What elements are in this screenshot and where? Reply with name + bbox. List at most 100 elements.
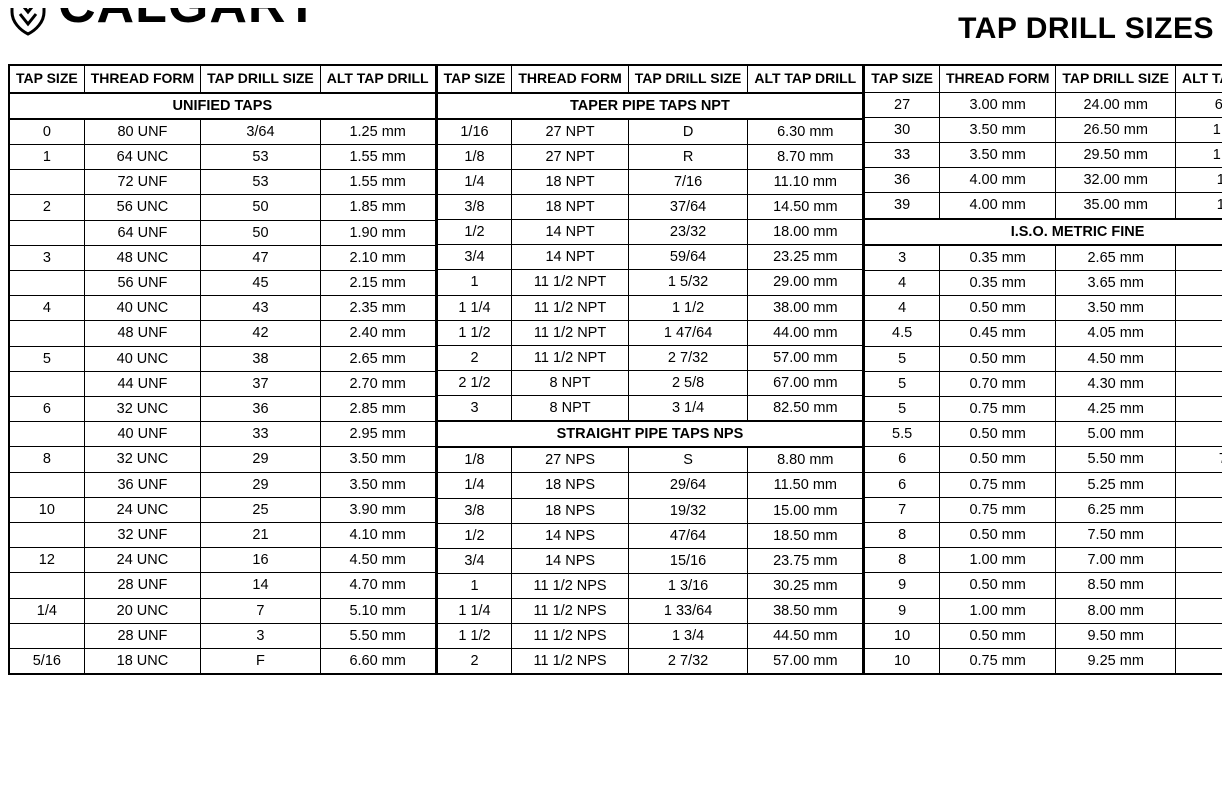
cell-tap: 4.5 [865, 321, 940, 346]
cell-drill: 29 [201, 472, 321, 497]
cell-tap: 1/8 [437, 447, 512, 473]
cell-drill: 1 1/2 [628, 295, 748, 320]
cell-tap [9, 170, 84, 195]
cell-tap: 39 [865, 193, 940, 219]
cell-tap: 2 [437, 345, 512, 370]
cell-drill: 3.50 mm [1056, 296, 1176, 321]
cell-drill: 1 47/64 [628, 320, 748, 345]
table-row: 32 UNF214.10 mm [9, 522, 435, 547]
cell-alt: 16 [1175, 346, 1222, 371]
cell-form: 0.50 mm [939, 422, 1055, 447]
cell-tap: 10 [865, 623, 940, 648]
cell-drill: 1 33/64 [628, 599, 748, 624]
cell-drill: 4.25 mm [1056, 396, 1176, 421]
table-row: 64 UNF501.90 mm [9, 220, 435, 245]
cell-alt: 15.00 mm [748, 498, 863, 523]
cell-form: 0.50 mm [939, 623, 1055, 648]
cell-alt: 2.15 mm [320, 270, 435, 295]
col-tap-size: TAP SIZE [9, 65, 84, 93]
cell-form: 0.50 mm [939, 296, 1055, 321]
cell-alt: 1 5/32 [1175, 142, 1222, 167]
cell-form: 27 NPT [512, 144, 628, 169]
col-alt-drill: ALT TAP DRILL [1175, 65, 1222, 92]
table-row: 440 UNC432.35 mm [9, 296, 435, 321]
cell-drill: 7.00 mm [1056, 548, 1176, 573]
cell-drill: 3.65 mm [1056, 270, 1176, 295]
table-row: 60.50 mm5.50 mm7/32 [865, 447, 1222, 472]
table-row: 40.35 mm3.65 mm27 [865, 270, 1222, 295]
cell-drill: 42 [201, 321, 321, 346]
section-iso-fine: I.S.O. METRIC FINE [865, 219, 1222, 245]
col-thread-form: THREAD FORM [939, 65, 1055, 92]
cell-form: 1.00 mm [939, 548, 1055, 573]
cell-tap: 27 [865, 92, 940, 117]
cell-alt: 1.55 mm [320, 144, 435, 169]
cell-form: 14 NPS [512, 548, 628, 573]
table-row: 3/414 NPT59/6423.25 mm [437, 245, 864, 270]
cell-drill: F [201, 648, 321, 674]
cell-tap: 7 [865, 497, 940, 522]
table-row: 256 UNC501.85 mm [9, 195, 435, 220]
cell-alt: 1.55 mm [320, 170, 435, 195]
cell-alt: 57.00 mm [748, 649, 863, 675]
table-row: 1/214 NPT23/3218.00 mm [437, 220, 864, 245]
table-row: 1224 UNC164.50 mm [9, 548, 435, 573]
table-header-row: TAP SIZE THREAD FORM TAP DRILL SIZE ALT … [865, 65, 1222, 92]
table-row: 394.00 mm35.00 mm1 3/8 [865, 193, 1222, 219]
cell-tap: 4 [865, 296, 940, 321]
section-nps: STRAIGHT PIPE TAPS NPS [437, 421, 864, 447]
cell-drill: 1 3/4 [628, 624, 748, 649]
cell-alt: 4.70 mm [320, 573, 435, 598]
cell-alt: 7/32 [1175, 447, 1222, 472]
cell-tap: 2 1/2 [437, 370, 512, 395]
cell-tap: 8 [865, 522, 940, 547]
cell-drill: 7 [201, 598, 321, 623]
cell-alt: 18.50 mm [748, 523, 863, 548]
col-alt-drill: ALT TAP DRILL [320, 65, 435, 93]
cell-form: 11 1/2 NPS [512, 599, 628, 624]
cell-drill: 43 [201, 296, 321, 321]
cell-alt: 23.75 mm [748, 548, 863, 573]
table-row: 1024 UNC253.90 mm [9, 497, 435, 522]
cell-form: 56 UNC [84, 195, 200, 220]
table-row: 30.35 mm2.65 mm37 [865, 245, 1222, 271]
cell-drill: 29.50 mm [1056, 142, 1176, 167]
cell-form: 4.00 mm [939, 193, 1055, 219]
cell-form: 1.00 mm [939, 598, 1055, 623]
cell-alt: 1 1/4 [1175, 168, 1222, 193]
cell-drill: 45 [201, 270, 321, 295]
cell-alt: 44.00 mm [748, 320, 863, 345]
section-npt: TAPER PIPE TAPS NPT [437, 93, 864, 119]
table-row: 540 UNC382.65 mm [9, 346, 435, 371]
cell-form: 11 1/2 NPT [512, 345, 628, 370]
col-thread-form: THREAD FORM [512, 65, 628, 93]
cell-drill: 15/16 [628, 548, 748, 573]
cell-tap: 3/8 [437, 498, 512, 523]
cell-alt: U [1175, 648, 1222, 674]
cell-drill: D [628, 119, 748, 145]
table-row: 36 UNF293.50 mm [9, 472, 435, 497]
cell-tap: 5 [865, 346, 940, 371]
table-pipe: TAP SIZE THREAD FORM TAP DRILL SIZE ALT … [436, 64, 865, 675]
cell-alt: 3.90 mm [320, 497, 435, 522]
cell-drill: 6.25 mm [1056, 497, 1176, 522]
table-row: 364.00 mm32.00 mm1 1/4 [865, 168, 1222, 193]
cell-alt: 2.10 mm [320, 245, 435, 270]
cell-drill: 3 [201, 623, 321, 648]
cell-drill: 29/64 [628, 473, 748, 498]
cell-drill: 59/64 [628, 245, 748, 270]
table-row: 348 UNC472.10 mm [9, 245, 435, 270]
cell-alt: 4.50 mm [320, 548, 435, 573]
cell-drill: 1 3/16 [628, 573, 748, 598]
cell-alt: 44.50 mm [748, 624, 863, 649]
cell-form: 64 UNF [84, 220, 200, 245]
cell-tap: 3 [865, 245, 940, 271]
table-row: 38 NPT3 1/482.50 mm [437, 396, 864, 422]
cell-alt: 2.35 mm [320, 296, 435, 321]
tables-wrap: TAP SIZE THREAD FORM TAP DRILL SIZE ALT … [8, 64, 1214, 675]
table-row: 28 UNF144.70 mm [9, 573, 435, 598]
table-row: 1 1/211 1/2 NPT1 47/6444.00 mm [437, 320, 864, 345]
cell-form: 0.75 mm [939, 497, 1055, 522]
cell-form: 11 1/2 NPS [512, 649, 628, 675]
cell-form: 18 NPT [512, 195, 628, 220]
